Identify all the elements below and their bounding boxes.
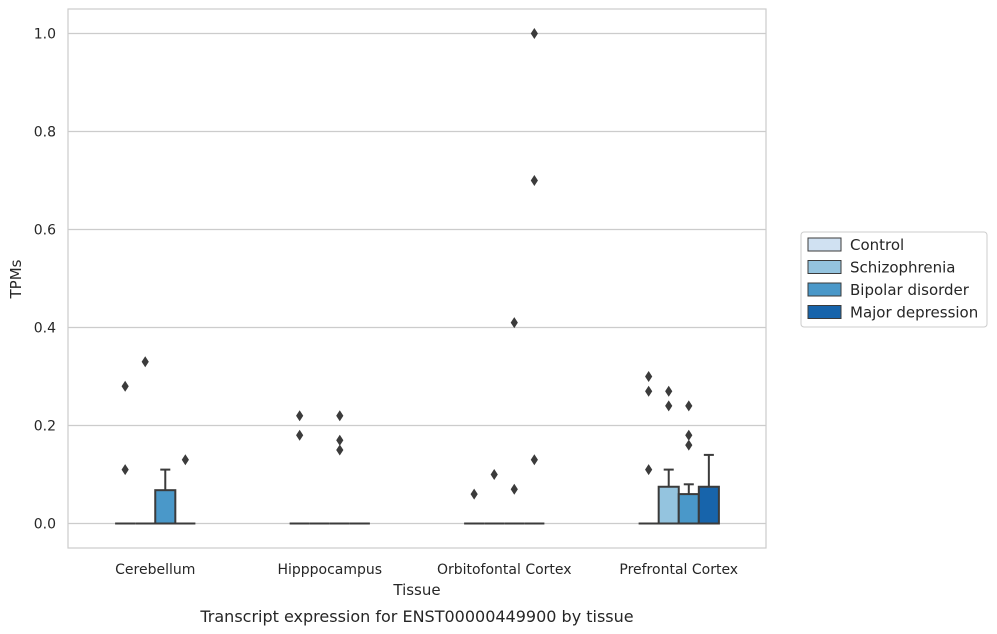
x-tick-labels: Cerebellum Hipppocampus Orbitofontal Corte… — [115, 562, 738, 578]
box-body — [657, 485, 680, 525]
box-2-1 — [484, 469, 505, 525]
legend-swatch — [807, 237, 842, 252]
legend-item: Bipolar disorder — [807, 281, 970, 299]
box-3-0 — [638, 371, 659, 525]
box-3-3 — [697, 453, 720, 525]
outlier-point — [645, 371, 653, 382]
legend-label: Bipolar disorder — [850, 281, 970, 299]
outlier-point — [470, 488, 478, 500]
outlier-point — [685, 439, 693, 451]
outlier-point — [510, 483, 518, 495]
x-tick-label: Orbitofontal Cortex — [437, 562, 572, 578]
legend-swatch — [807, 260, 842, 274]
outlier-point — [336, 444, 344, 456]
box-body — [697, 485, 720, 525]
outlier-point — [665, 400, 673, 412]
y-tick-label: 1.0 — [34, 27, 56, 43]
outlier-point — [530, 175, 538, 186]
y-tick-label: 0.4 — [34, 321, 56, 337]
outlier-point — [510, 317, 518, 329]
box-0-2 — [154, 468, 177, 525]
box-body — [154, 489, 177, 525]
outlier-point — [685, 429, 693, 441]
box-1-2 — [329, 410, 350, 525]
plot-background — [68, 9, 766, 548]
legend-frame — [800, 231, 988, 328]
y-axis-label: TPMs — [7, 259, 25, 299]
box-2-0 — [464, 488, 485, 525]
outlier-point — [490, 469, 498, 480]
outlier-point — [296, 429, 304, 441]
x-tick-label: Prefrontal Cortex — [619, 562, 738, 578]
outlier-point — [530, 454, 538, 466]
outlier-point — [296, 410, 304, 422]
outlier-point — [121, 380, 129, 392]
box-1-0 — [289, 410, 310, 525]
legend-label: Schizophrenia — [850, 259, 955, 277]
box-0-3 — [175, 454, 196, 525]
legend-label: Major depression — [850, 304, 978, 322]
box-2-3 — [524, 28, 545, 525]
legend-item: Control — [807, 236, 904, 254]
outlier-point — [181, 454, 189, 466]
y-tick-label: 0.0 — [34, 517, 56, 533]
x-axis-label: Tissue — [392, 581, 440, 599]
box-2-2 — [504, 317, 525, 525]
outlier-point — [685, 400, 693, 412]
legend-label: Control — [850, 236, 904, 254]
outlier-point — [141, 356, 149, 368]
x-tick-label: Cerebellum — [115, 562, 195, 578]
outlier-point — [121, 464, 129, 476]
outlier-point — [645, 464, 653, 476]
outlier-point — [336, 410, 344, 422]
legend-swatch — [807, 282, 842, 297]
outlier-point — [530, 28, 538, 39]
legend: Control Schizophrenia Bipolar disorder Majo… — [800, 231, 988, 328]
outlier-point — [645, 385, 653, 397]
plot-frame — [67, 8, 767, 549]
y-tick-label: 0.2 — [34, 419, 56, 435]
legend-swatch — [807, 305, 842, 319]
plot-marks — [115, 28, 720, 525]
box-body — [677, 493, 700, 525]
outlier-point — [665, 385, 673, 397]
box-0-1 — [135, 356, 156, 525]
x-tick-label: Hipppocampus — [277, 562, 382, 578]
box-0-0 — [115, 380, 136, 525]
legend-item: Schizophrenia — [807, 259, 955, 277]
legend-item: Major depression — [807, 304, 978, 322]
y-tick-label: 0.6 — [34, 223, 56, 239]
outlier-point — [336, 434, 344, 446]
y-tick-labels: 0.0 0.2 0.4 0.6 0.8 1.0 — [34, 27, 56, 533]
figure-caption: Transcript expression for ENST0000044990… — [199, 607, 633, 626]
y-tick-label: 0.8 — [34, 125, 56, 141]
legend-items: Control Schizophrenia Bipolar disorder Majo… — [807, 236, 978, 322]
